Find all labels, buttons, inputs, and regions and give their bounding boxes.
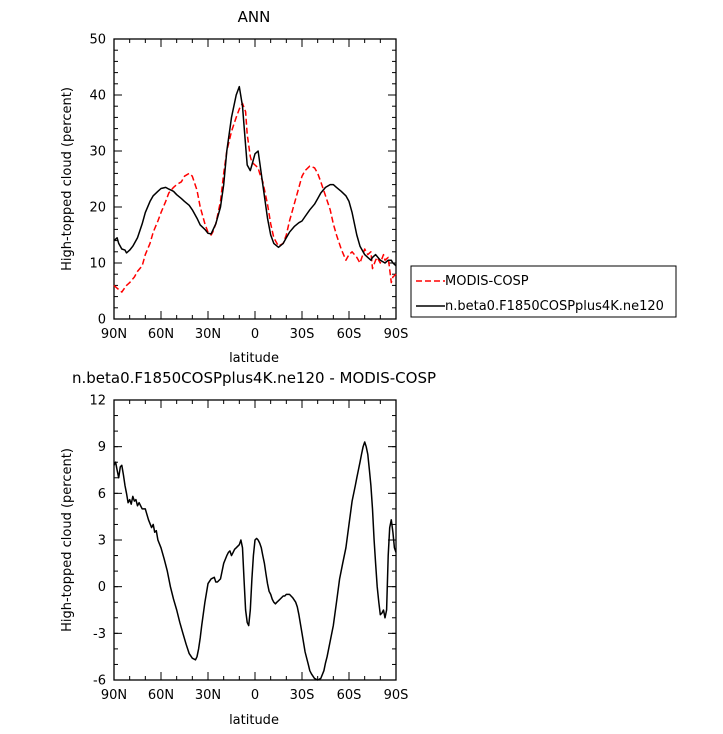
bottom-chart-title: n.beta0.F1850COSPplus4K.ne120 - MODIS-CO… <box>72 369 436 387</box>
bottom-x-tick-label: 30S <box>290 688 315 703</box>
top-x-tick-label: 90N <box>101 327 127 342</box>
bottom-plot-area: 90N 60N 30N 0 30S 60S 90S -6 -3 0 3 6 9 12 <box>89 394 408 704</box>
bottom-y-tick-label: 0 <box>98 580 106 595</box>
bottom-x-tick-label: 0 <box>251 688 259 703</box>
top-x-tick-label: 30S <box>290 327 315 342</box>
top-y-axis-label: High-topped cloud (percent) <box>60 87 75 271</box>
top-x-tick-label: 30N <box>195 327 221 342</box>
top-x-tick-label: 90S <box>384 327 409 342</box>
legend-box <box>410 265 677 318</box>
top-plot-area: 90N 60N 30N 0 30S 60S 90S 0 10 20 30 40 50 <box>89 33 408 343</box>
bottom-x-tick-label: 90S <box>384 688 409 703</box>
top-x-axis-label: latitude <box>229 351 279 366</box>
legend: MODIS-COSP n.beta0.F1850COSPplus4K.ne120 <box>410 265 677 318</box>
top-series-line-1 <box>113 85 397 267</box>
bottom-y-tick-label: -3 <box>93 627 106 642</box>
top-y-tick-label: 30 <box>89 145 106 160</box>
bottom-x-tick-label: 30N <box>195 688 221 703</box>
top-y-tick-label: 50 <box>89 33 106 48</box>
bottom-y-tick-label: -6 <box>93 674 106 689</box>
top-chart-title: ANN <box>238 8 271 26</box>
bottom-x-tick-label: 90N <box>101 688 127 703</box>
bottom-y-tick-label: 9 <box>98 440 106 455</box>
top-y-tick-label: 10 <box>89 257 106 272</box>
bottom-series-line-0 <box>113 441 397 681</box>
bottom-y-tick-label: 12 <box>89 394 106 409</box>
top-x-tick-label: 60S <box>337 327 362 342</box>
bottom-x-axis-label: latitude <box>229 713 279 728</box>
top-chart: ANN 90N 60N 30N 0 30S 60S 90S 0 10 20 30 40 50 latit… <box>60 8 408 366</box>
top-y-tick-label: 40 <box>89 89 106 104</box>
top-y-tick-label: 20 <box>89 201 106 216</box>
legend-label-model: n.beta0.F1850COSPplus4K.ne120 <box>445 299 664 314</box>
legend-label-modis: MODIS-COSP <box>445 274 529 289</box>
bottom-y-tick-label: 3 <box>98 534 106 549</box>
top-y-tick-label: 0 <box>98 313 106 328</box>
bottom-x-tick-label: 60S <box>337 688 362 703</box>
bottom-chart: n.beta0.F1850COSPplus4K.ne120 - MODIS-CO… <box>60 369 436 728</box>
bottom-y-tick-label: 6 <box>98 487 106 502</box>
bottom-y-axis-label: High-topped cloud (percent) <box>60 448 75 632</box>
bottom-x-tick-label: 60N <box>148 688 174 703</box>
top-series-line-0 <box>113 102 397 293</box>
top-x-tick-label: 0 <box>251 327 259 342</box>
top-x-tick-label: 60N <box>148 327 174 342</box>
top-plot-frame <box>113 38 397 320</box>
